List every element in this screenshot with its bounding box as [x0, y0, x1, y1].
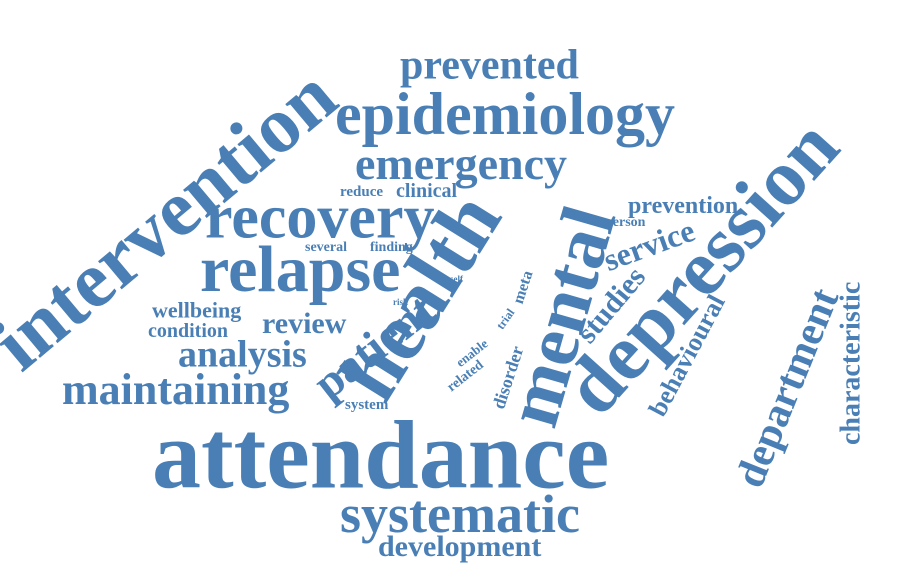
word-finding: finding — [370, 239, 413, 255]
word-development: development — [378, 530, 542, 563]
word-attendance: attendance — [152, 401, 610, 510]
word-risk: risk — [393, 296, 409, 307]
word-clinical: clinical — [396, 180, 458, 202]
word-person: person — [605, 214, 646, 230]
word-department: department — [726, 281, 849, 494]
word-epidemiology: epidemiology — [335, 81, 675, 147]
word-condition: condition — [148, 320, 229, 342]
word-review: review — [262, 307, 347, 340]
word-maintaining: maintaining — [62, 364, 290, 414]
word-wellbeing: wellbeing — [152, 297, 242, 323]
word-characteristic: characteristic — [835, 281, 867, 445]
word-recovery: recovery — [205, 183, 435, 252]
word-reduce: reduce — [340, 184, 384, 200]
word-several: several — [305, 239, 347, 255]
word-prevented: prevented — [400, 42, 579, 89]
word-analysis: analysis — [178, 333, 307, 376]
word-relapse: relapse — [200, 233, 401, 307]
word-prevention: prevention — [628, 192, 739, 219]
word-system: system — [345, 397, 389, 413]
word-systematic: systematic — [340, 483, 580, 544]
word-self: self — [450, 273, 463, 284]
word-emergency: emergency — [355, 138, 567, 190]
